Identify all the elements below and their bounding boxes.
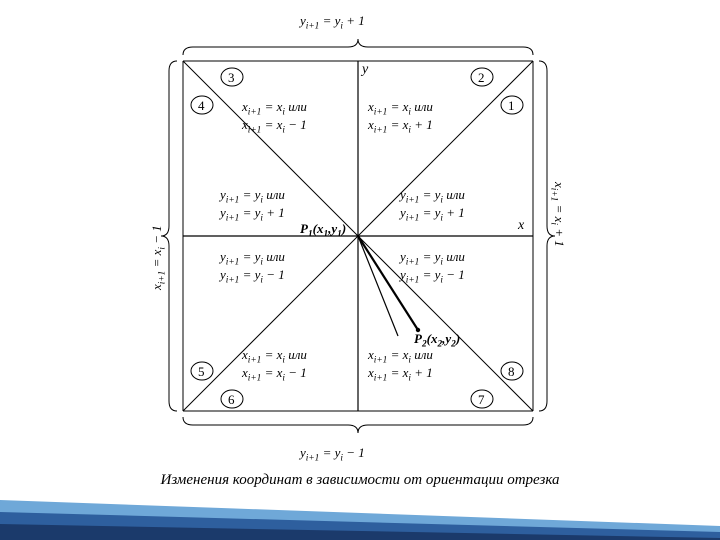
formula-right: xi+1 = xi + 1 [547, 182, 568, 247]
formula-top: yi+1 = yi + 1 [300, 12, 365, 33]
f-q3u-2: yi+1 = yi + 1 [220, 204, 285, 225]
point-p1: P1(x1,y1) [300, 220, 346, 241]
f-q7-2: xi+1 = xi + 1 [368, 364, 433, 385]
oct-4: 4 [198, 98, 205, 114]
f-q1-2: xi+1 = xi + 1 [368, 116, 433, 137]
f-q4u-2: yi+1 = yi + 1 [400, 204, 465, 225]
f-q6-2: xi+1 = xi − 1 [242, 364, 307, 385]
f-q2-2: xi+1 = xi − 1 [242, 116, 307, 137]
caption: Изменения координат в зависимости от ори… [100, 472, 620, 489]
diagram-stage: yi+1 = yi + 1 yi+1 = yi − 1 xi+1 = xi − … [0, 0, 720, 540]
axis-y: y [362, 62, 368, 78]
f-q3l-2: yi+1 = yi − 1 [220, 266, 285, 287]
oct-5: 5 [198, 364, 205, 380]
formula-left: xi+1 = xi − 1 [148, 225, 169, 290]
oct-2: 2 [478, 70, 485, 86]
f-q4l-2: yi+1 = yi − 1 [400, 266, 465, 287]
oct-6: 6 [228, 392, 235, 408]
oct-8: 8 [508, 364, 515, 380]
oct-3: 3 [228, 70, 235, 86]
formula-bottom: yi+1 = yi − 1 [300, 444, 365, 465]
oct-7: 7 [478, 392, 485, 408]
axis-x: x [518, 218, 524, 234]
oct-1: 1 [508, 98, 515, 114]
